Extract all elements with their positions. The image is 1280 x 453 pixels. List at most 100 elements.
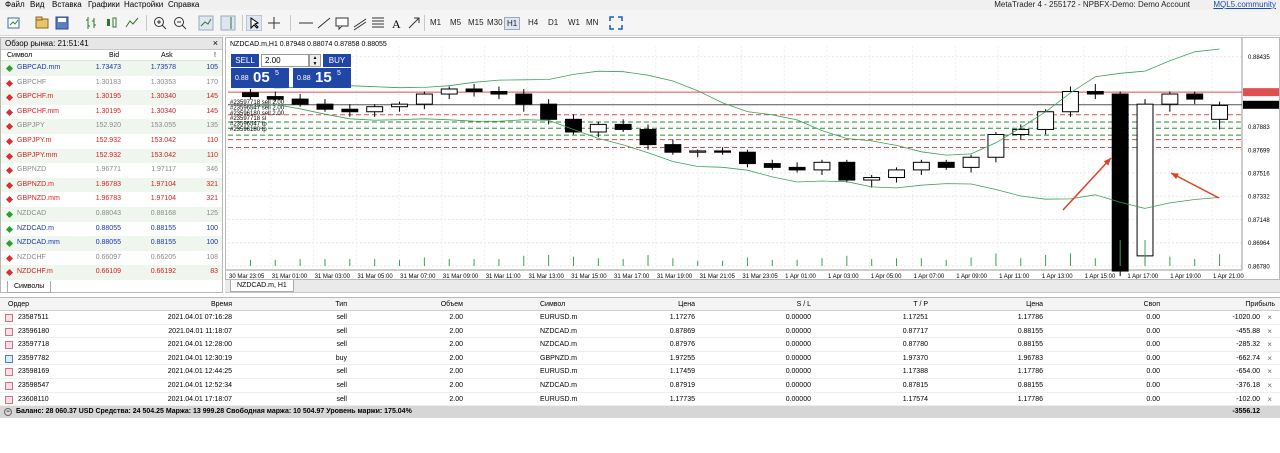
order-tp: 0.87780 [902,341,928,349]
col-ask[interactable]: Ask [161,52,173,59]
timeframe-d1[interactable]: D1 [548,18,559,27]
column-header[interactable]: Время [210,301,232,308]
market-watch-row[interactable]: GBPJPY 152.920 153.055 135 [1,119,222,134]
column-header[interactable]: T / P [913,301,928,308]
market-watch-row[interactable]: NZDCHF.m 0.66109 0.66192 83 [1,265,222,280]
minus-icon[interactable]: − [4,408,12,417]
close-icon[interactable]: × [212,38,218,48]
zoom-out-icon[interactable] [172,15,188,31]
market-watch-row[interactable]: GBPCHF.mm 1.30195 1.30340 145 [1,105,222,120]
arrow-tool-icon[interactable] [406,15,422,31]
market-watch-row[interactable]: NZDCAD.mm 0.88055 0.88155 100 [1,236,222,251]
candle-chart-icon[interactable] [104,15,120,31]
bid-price: 1.96783 [95,180,121,188]
timeframe-m1[interactable]: M1 [430,18,442,27]
close-order-icon[interactable]: × [1267,394,1272,404]
column-header[interactable]: Тип [335,301,347,308]
order-row[interactable]: 23596180 2021.04.01 11:18:07 sell 2.00 NZDCA… [0,325,1280,339]
timeframe-m5[interactable]: M5 [450,18,462,27]
col-spread[interactable]: ! [214,52,216,59]
candle-body [664,144,682,153]
chart-shift-icon[interactable] [220,15,236,31]
chart-tab-nzdcad[interactable]: NZDCAD.m, H1 [230,280,294,292]
order-symbol: EURUSD.m [540,395,578,403]
close-order-icon[interactable]: × [1267,380,1272,390]
market-watch-row[interactable]: NZDCAD 0.88043 0.88168 125 [1,206,222,222]
market-watch-row[interactable]: GBPCHF.m 1.30195 1.30340 145 [1,90,222,105]
col-bid[interactable]: Bid [109,52,120,59]
menu-charts[interactable]: Графики [88,0,120,9]
text-tool-icon[interactable]: A [388,15,404,31]
zoom-in-icon[interactable] [152,15,168,31]
cursor-icon[interactable] [246,15,262,31]
close-order-icon[interactable]: × [1267,353,1272,363]
column-header[interactable]: Цена [1026,301,1043,308]
column-header[interactable]: Ордер [8,301,30,308]
price-chart[interactable]: 0.88435 0.88 15 5 0.88 05 5 0.87883 0.87699 0.875… [226,38,1279,279]
timeframe-w1[interactable]: W1 [568,18,580,27]
order-row[interactable]: 23597782 2021.04.01 12:30:19 buy 2.00 GBPNZD… [0,352,1280,366]
column-header[interactable]: S / L [796,301,811,308]
market-watch-row[interactable]: GBPNZD.mm 1.96783 1.97104 321 [1,192,222,207]
menu-insert[interactable]: Вставка [52,0,82,9]
column-header[interactable]: Объем [440,301,463,308]
buy-price-button[interactable]: 0.88 15 5 [293,68,351,88]
line-chart-icon[interactable] [124,15,140,31]
order-row[interactable]: 23598547 2021.04.01 12:52:34 sell 2.00 NZDCA… [0,379,1280,393]
equidistant-channel-icon[interactable] [352,15,368,31]
timeframe-m15[interactable]: M15 [468,18,484,27]
time-tick-label: 31 Mar 05:00 [357,274,393,279]
order-row[interactable]: 23608110 2021.04.01 17:18:07 sell 2.00 EURUS… [0,393,1280,407]
profiles-icon[interactable] [34,15,50,31]
market-watch-row[interactable]: NZDCAD.m 0.88055 0.88155 100 [1,222,222,237]
fullscreen-icon[interactable] [608,15,624,31]
market-watch-row[interactable]: NZDCHF 0.66097 0.66205 108 [1,251,222,266]
auto-scroll-icon[interactable] [198,15,214,31]
crosshair-icon[interactable] [266,15,282,31]
trendline-icon[interactable] [316,15,332,31]
sell-price-button[interactable]: 0.88 05 5 [231,68,289,88]
chart-window[interactable]: NZDCAD.m,H1 0.87948 0.88074 0.87858 0.88… [225,37,1280,280]
close-order-icon[interactable]: × [1267,313,1272,322]
order-row[interactable]: 23587511 2021.04.01 07:16:28 sell 2.00 EURUS… [0,311,1280,325]
market-watch-row[interactable]: GBPCHF 1.30183 1.30353 170 [1,76,222,91]
market-watch-row[interactable]: GBPNZD 1.96771 1.97117 346 [1,163,222,178]
menu-file[interactable]: Файл [5,0,25,9]
mql-community-link[interactable]: MQL5.community [1213,0,1276,9]
col-symbol[interactable]: Символ [7,52,33,59]
market-watch-row[interactable]: GBPJPY.m 152.932 153.042 110 [1,134,222,149]
market-watch-row[interactable]: GBPJPY.mm 152.932 153.042 110 [1,148,222,164]
new-chart-icon[interactable] [6,15,22,31]
buy-button[interactable]: BUY [323,54,351,67]
tab-symbols[interactable]: Символы [7,281,52,293]
lot-size-input[interactable] [261,54,309,67]
menu-view[interactable]: Вид [30,0,45,9]
market-watch-row[interactable]: GBPNZD.m 1.96783 1.97104 321 [1,177,222,193]
market-watch-row[interactable]: GBPCAD.mm 1.73473 1.73578 105 [1,61,222,76]
fibonacci-icon[interactable] [370,15,386,31]
timeframe-m30[interactable]: M30 [487,18,503,27]
timeframe-h4[interactable]: H4 [528,18,539,27]
column-header[interactable]: Символ [540,301,566,308]
order-row[interactable]: 23597718 2021.04.01 12:28:00 sell 2.00 NZDCA… [0,338,1280,352]
time-tick-label: 1 Apr 21:00 [1213,274,1244,279]
close-order-icon[interactable]: × [1267,367,1272,377]
text-label-icon[interactable] [334,15,350,31]
menu-settings[interactable]: Настройки [124,0,164,9]
menu-bar: Файл Вид Вставка Графики Настройки Справ… [0,0,1280,10]
sell-button[interactable]: SELL [231,54,259,67]
order-row[interactable]: 23598169 2021.04.01 12:44:25 sell 2.00 EURUS… [0,365,1280,379]
close-order-icon[interactable]: × [1267,326,1272,336]
lot-stepper[interactable]: ▲ ▼ [309,54,321,67]
menu-help[interactable]: Справка [168,0,200,9]
save-icon[interactable] [54,15,70,31]
column-header[interactable]: Прибыль [1245,301,1275,308]
close-order-icon[interactable]: × [1267,340,1272,350]
timeframe-h1[interactable]: H1 [504,17,521,30]
column-header[interactable]: Цена [678,301,695,308]
symbol-name: NZDCAD.mm [17,239,60,247]
bar-chart-icon[interactable] [84,15,100,31]
timeframe-mn[interactable]: MN [586,18,599,27]
column-header[interactable]: Своп [1143,301,1160,308]
horizontal-line-icon[interactable] [298,15,314,31]
